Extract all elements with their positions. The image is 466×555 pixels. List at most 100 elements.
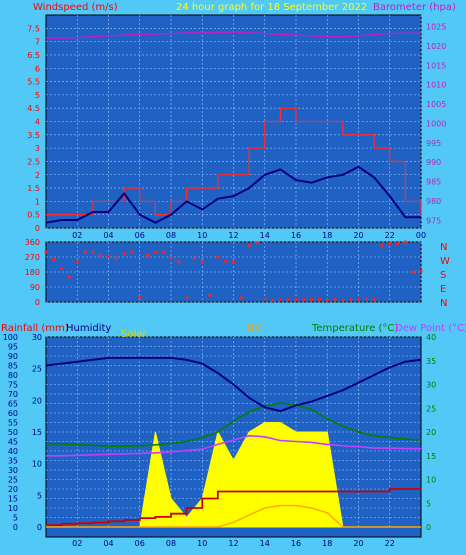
wind-direction-point xyxy=(388,242,392,246)
temperature-tick-label: 35 xyxy=(426,357,436,366)
humidity-tick-label: 45 xyxy=(8,438,18,447)
humidity-title: Humidity xyxy=(66,323,111,334)
humidity-tick-label: 65 xyxy=(8,400,18,409)
humidity-tick-label: 20 xyxy=(8,485,18,494)
wind-direction-point xyxy=(325,298,329,302)
wind-x-tick-label: 04 xyxy=(103,231,113,240)
wind-direction-point xyxy=(169,257,173,261)
humidity-line xyxy=(45,356,422,413)
uv-line xyxy=(46,504,421,528)
temperature-title: Temperature (°C) xyxy=(311,323,398,334)
wind-direction-point xyxy=(341,298,345,302)
wind-direction-point xyxy=(122,252,126,256)
wind-direction-point xyxy=(372,297,376,302)
direction-tick-label: 0 xyxy=(35,298,40,307)
wind-direction-point xyxy=(138,295,142,299)
wind-direction-point xyxy=(145,253,150,257)
wind-direction-point xyxy=(52,257,56,262)
wind-tick-label: 4 xyxy=(35,118,40,127)
wind-direction-point xyxy=(208,293,212,297)
wind-direction-point xyxy=(380,243,384,247)
uv-title: UV xyxy=(247,323,261,334)
windspeed-title: Windspeed (m/s) xyxy=(33,2,118,13)
temperature-tick-label: 40 xyxy=(426,333,436,342)
wind-direction-point xyxy=(356,297,361,302)
wind-direction-point xyxy=(99,253,103,257)
humidity-tick-label: 35 xyxy=(8,457,18,466)
barometer-tick-label: 1015 xyxy=(426,61,446,70)
wind-direction-point xyxy=(411,270,415,274)
wind-direction-point xyxy=(153,250,157,254)
wind-tick-label: 3.5 xyxy=(27,131,40,140)
barometer-tick-label: 980 xyxy=(426,197,441,206)
humidity-tick-label: 85 xyxy=(8,362,18,371)
temperature-tick-label: 15 xyxy=(426,452,436,461)
rainfall-tick-label: 20 xyxy=(32,396,42,405)
barometer-tick-label: 995 xyxy=(426,139,441,148)
wind-x-tick-label: 12 xyxy=(228,231,238,240)
temperature-tick-label: 30 xyxy=(426,381,436,390)
wind-x-tick-label: 00 xyxy=(416,231,426,240)
wind-direction-point xyxy=(286,297,290,302)
wind-direction-point xyxy=(67,275,72,279)
wind-x-tick-label: 02 xyxy=(72,231,82,240)
barometer-tick-label: 1020 xyxy=(426,42,446,51)
wind-direction-point xyxy=(60,267,64,271)
weather-x-tick-label: 08 xyxy=(166,539,176,548)
humidity-tick-label: 5 xyxy=(13,514,18,523)
humidity-tick-label: 30 xyxy=(8,466,18,475)
wind-direction-point xyxy=(247,243,251,247)
humidity-tick-label: 55 xyxy=(8,419,18,428)
humidity-tick-label: 15 xyxy=(8,495,18,504)
rainfall-tick-label: 15 xyxy=(32,428,42,437)
rainfall-line xyxy=(46,488,421,526)
wind-direction-point xyxy=(200,260,204,264)
barometer-tick-label: 1005 xyxy=(426,100,446,109)
wind-tick-label: 5 xyxy=(35,91,40,100)
wind-direction-point xyxy=(216,255,220,259)
wind-x-tick-label: 18 xyxy=(322,231,332,240)
humidity-tick-label: 25 xyxy=(8,476,18,485)
direction-tick-label: 270 xyxy=(25,253,40,262)
wind-direction-point xyxy=(83,250,87,254)
wind-direction-point xyxy=(364,297,368,301)
wind-direction-point xyxy=(224,259,228,263)
barometer-line xyxy=(46,31,421,39)
weather-x-tick-label: 16 xyxy=(291,539,301,548)
rainfall-tick-label: 5 xyxy=(37,491,42,500)
wind-direction-point xyxy=(403,240,407,244)
wind-tick-label: 7.5 xyxy=(27,24,40,33)
weather-x-tick-label: 20 xyxy=(353,539,363,548)
temperature-line xyxy=(46,402,422,448)
compass-label-w: W xyxy=(440,256,450,267)
wind-x-tick-label: 20 xyxy=(353,231,363,240)
weather-x-tick-label: 04 xyxy=(103,539,113,548)
rainfall-tick-label: 10 xyxy=(32,460,42,469)
rainfall-tick-label: 0 xyxy=(37,523,42,532)
wind-direction-point xyxy=(270,298,275,302)
humidity-tick-label: 10 xyxy=(8,504,18,513)
barometer-tick-label: 1025 xyxy=(426,23,446,32)
wind-x-tick-label: 06 xyxy=(135,231,145,240)
wind-direction-point xyxy=(419,269,423,273)
wind-direction-point xyxy=(44,250,48,254)
wind-direction-point xyxy=(349,297,353,302)
temperature-tick-label: 5 xyxy=(426,499,431,508)
wind-direction-point xyxy=(302,297,306,302)
barometer-title: Barometer (hpa) xyxy=(373,2,456,13)
weather-x-tick-label: 12 xyxy=(228,539,238,548)
wind-tick-label: 3 xyxy=(35,144,40,153)
humidity-tick-label: 80 xyxy=(8,371,18,380)
wind-tick-label: 6.5 xyxy=(27,51,40,60)
humidity-tick-label: 100 xyxy=(3,333,18,342)
wind-tick-label: 2.5 xyxy=(27,157,40,166)
humidity-tick-label: 60 xyxy=(8,409,18,418)
barometer-tick-label: 975 xyxy=(426,216,441,225)
humidity-tick-label: 70 xyxy=(8,390,18,399)
dewpoint-title: Dew Point (°C) xyxy=(395,323,466,334)
wind-tick-label: 5.5 xyxy=(27,78,40,87)
humidity-tick-label: 0 xyxy=(13,523,18,532)
wind-tick-label: 4.5 xyxy=(27,104,40,113)
wind-x-tick-label: 22 xyxy=(385,231,395,240)
